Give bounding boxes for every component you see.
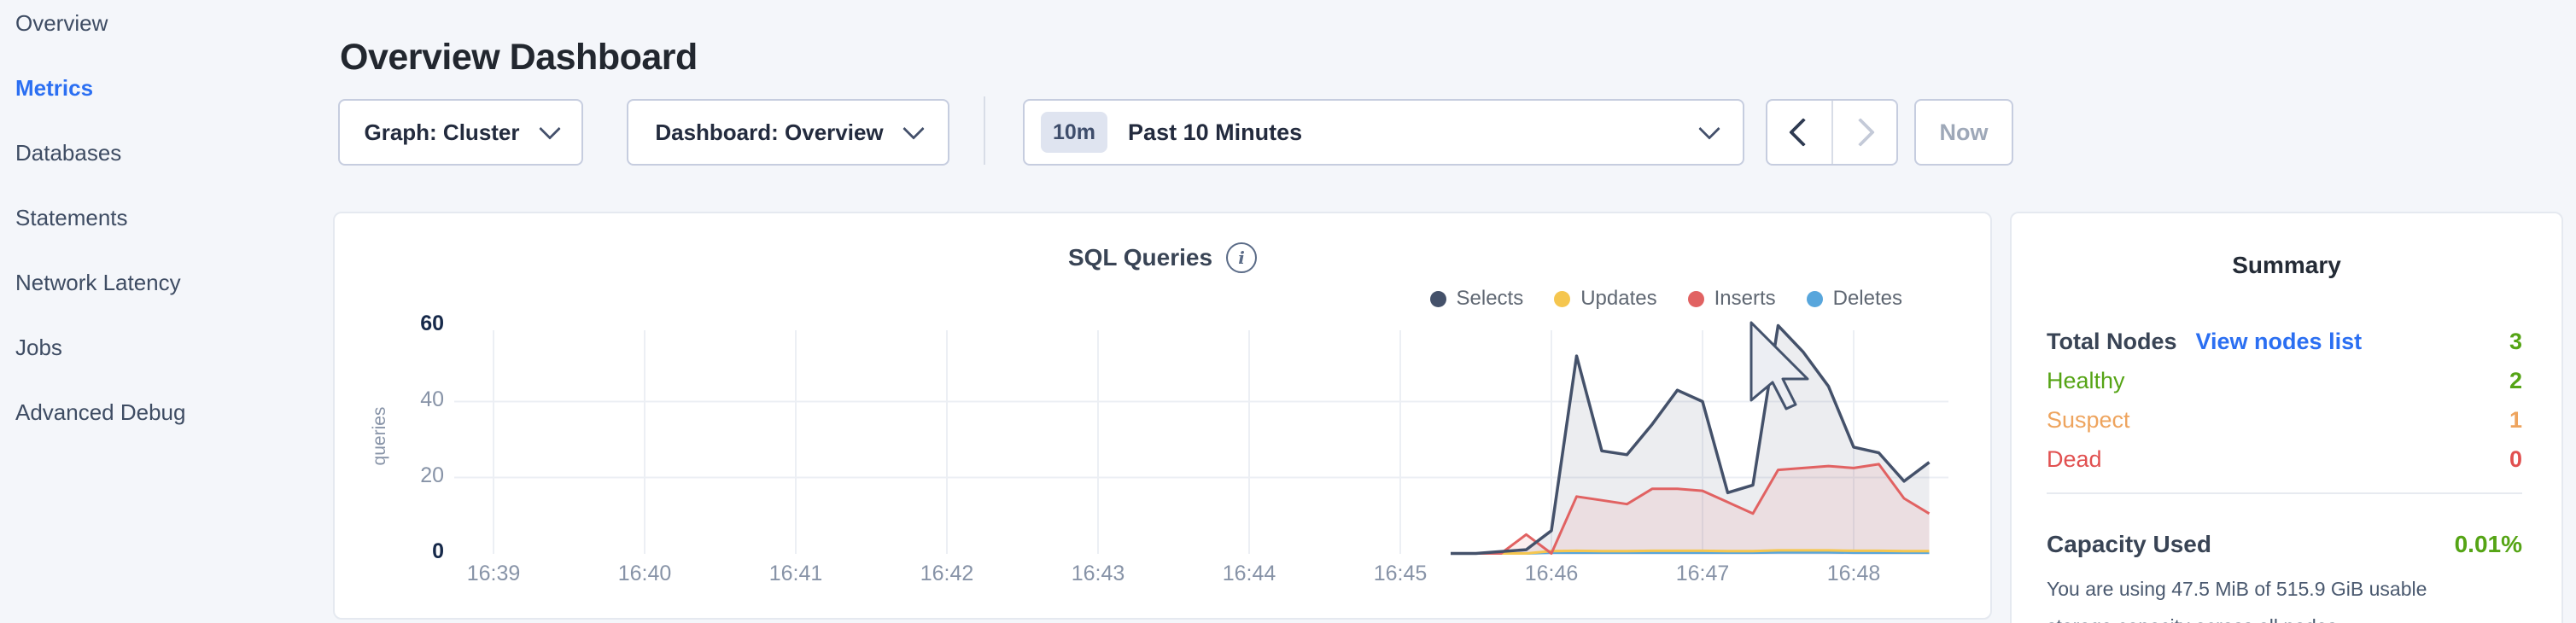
prev-window-button[interactable] [1767,101,1831,164]
capacity-label: Capacity Used [2047,531,2211,557]
legend-item-deletes: Deletes [1806,287,1902,311]
legend-label: Inserts [1714,287,1776,310]
chevron-down-icon [538,118,561,140]
time-range-selector[interactable]: 10m Past 10 Minutes [1023,99,1744,166]
inserts-dot-icon [1687,290,1704,307]
dashboard-dropdown[interactable]: Dashboard: Overview [627,99,949,166]
x-tick-label: 16:48 [1826,562,1881,585]
healthy-label: Healthy [2047,367,2125,393]
view-nodes-list-link[interactable]: View nodes list [2195,328,2363,354]
chart-legend: Selects Updates Inserts Deletes [1429,287,1902,311]
healthy-row: Healthy 2 [2047,368,2522,393]
graph-dropdown[interactable]: Graph: Cluster [338,99,583,166]
y-tick-label: 60 [420,311,444,335]
x-tick-label: 16:43 [1071,562,1125,585]
deletes-dot-icon [1806,290,1823,307]
suspect-row: Suspect 1 [2047,407,2522,433]
dead-label: Dead [2047,445,2102,472]
time-window-arrows [1766,99,1898,166]
x-tick-label: 16:40 [617,562,672,585]
sidebar-item-network-latency[interactable]: Network Latency [15,269,181,295]
controls-divider [984,96,985,165]
suspect-value: 1 [2509,406,2522,433]
selects-dot-icon [1429,290,1446,307]
updates-dot-icon [1554,290,1571,307]
x-tick-label: 16:45 [1373,562,1428,585]
summary-divider [2047,492,2522,494]
x-tick-label: 16:44 [1222,562,1276,585]
legend-item-updates: Updates [1554,287,1657,311]
summary-title: Summary [2232,252,2341,278]
x-tick-label: 16:41 [768,562,823,585]
x-tick-label: 16:39 [466,562,521,585]
suspect-label: Suspect [2047,406,2130,433]
sidebar-item-advanced-debug[interactable]: Advanced Debug [15,399,186,425]
time-range-label: Past 10 Minutes [1128,119,1303,145]
sidebar-item-statements[interactable]: Statements [15,204,128,230]
summary-panel: Summary Total Nodes View nodes list 3 He… [2010,212,2563,623]
sidebar-item-metrics[interactable]: Metrics [15,74,94,101]
healthy-value: 2 [2509,367,2522,393]
sql-queries-chart-card: SQL Queries i Selects Updates Inserts De… [333,212,1992,620]
chevron-down-icon [902,118,925,140]
legend-item-inserts: Inserts [1687,287,1776,311]
y-tick-label: 0 [432,539,444,563]
chevron-right-icon [1845,118,1875,147]
y-tick-label: 40 [420,387,444,411]
now-button[interactable]: Now [1914,99,2013,166]
dead-value: 0 [2509,445,2522,472]
capacity-row: Capacity Used 0.01% [2047,531,2522,558]
legend-label: Updates [1580,287,1657,310]
total-nodes-row: Total Nodes View nodes list 3 [2047,329,2522,354]
dashboard-dropdown-label: Dashboard: Overview [655,119,884,145]
sidebar-item-overview[interactable]: Overview [15,9,108,36]
chevron-down-icon [1698,118,1720,140]
legend-label: Deletes [1832,287,1902,310]
x-tick-label: 16:42 [920,562,974,585]
total-nodes-label: Total Nodes [2047,328,2177,354]
next-window-button[interactable] [1831,101,1897,164]
time-range-badge: 10m [1041,112,1108,153]
page-title: Overview Dashboard [340,36,698,78]
legend-item-selects: Selects [1429,287,1524,311]
legend-label: Selects [1456,287,1524,310]
capacity-value: 0.01% [2454,531,2522,557]
x-tick-label: 16:47 [1675,562,1730,585]
chart-plot-area [454,323,1948,556]
graph-dropdown-label: Graph: Cluster [364,119,520,145]
chevron-left-icon [1789,118,1819,147]
capacity-description: You are using 47.5 MiB of 515.9 GiB usab… [2047,578,2427,623]
dead-row: Dead 0 [2047,446,2522,472]
total-nodes-value: 3 [2509,328,2522,354]
chart-title: SQL Queries [1067,244,1213,271]
sidebar: Overview Metrics Databases Statements Ne… [0,0,331,623]
x-tick-label: 16:46 [1524,562,1579,585]
y-tick-label: 20 [420,463,444,487]
sidebar-item-jobs[interactable]: Jobs [15,334,62,360]
sidebar-item-databases[interactable]: Databases [15,139,122,166]
info-icon[interactable]: i [1226,242,1258,273]
now-button-label: Now [1939,119,1989,145]
